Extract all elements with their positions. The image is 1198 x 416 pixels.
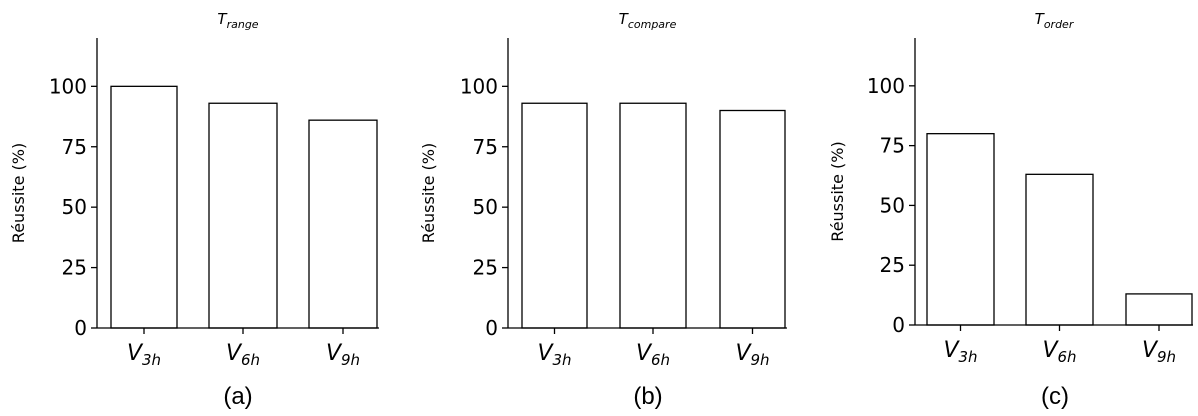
x-tick-label: V6h — [636, 341, 670, 369]
y-tick-label: 50 — [62, 195, 87, 219]
bar-V9h — [719, 109, 786, 329]
y-tick-label: 25 — [473, 256, 498, 280]
y-tick-label: 100 — [460, 74, 498, 98]
bar-V6h — [619, 102, 687, 329]
chart-panel-2: Tcompare 0 25 50 75 100 Réussite (%) V3h V6h V9h (… — [419, 10, 787, 410]
chart-title-sub: compare — [628, 18, 677, 31]
x-tick-label: V6h — [226, 341, 260, 369]
y-tick-label: 100 — [49, 74, 87, 98]
panel-caption: (c) — [1041, 383, 1069, 410]
chart-title-base: T — [619, 10, 630, 28]
bar-V3h — [926, 133, 995, 326]
y-axis-label: Réussite (%) — [9, 143, 28, 243]
y-tick-label: 50 — [880, 193, 905, 217]
x-tick-label: V3h — [537, 341, 571, 369]
bar-V9h — [1125, 293, 1193, 326]
chart-title: Trange — [217, 10, 258, 31]
chart-title: Tcompare — [619, 10, 677, 31]
y-tick-label: 50 — [473, 195, 498, 219]
bar-V6h — [1025, 173, 1094, 326]
bar-V3h — [521, 102, 588, 329]
x-tick-label: V3h — [943, 338, 977, 366]
panel-caption: (a) — [223, 383, 252, 410]
y-tick-label: 75 — [473, 135, 498, 159]
chart-panel-3: Torder 0 25 50 75 100 Réussite (%) V3h V6h V9h (c) — [828, 10, 1193, 410]
chart-panel-1: Trange 0 25 50 75 100 Réussite (%) V3h V6h V9h (a) — [9, 10, 379, 410]
y-tick-label: 0 — [485, 316, 498, 340]
y-tick-label: 25 — [880, 253, 905, 277]
bar-V9h — [308, 119, 378, 329]
panel-caption: (b) — [633, 383, 662, 410]
x-tick-label: V9h — [735, 341, 769, 369]
y-axis-label: Réussite (%) — [419, 143, 438, 243]
y-tick-label: 0 — [892, 313, 905, 337]
x-tick-label: V9h — [1142, 338, 1176, 366]
y-tick-label: 100 — [867, 74, 905, 98]
chart-title-sub: order — [1044, 18, 1075, 31]
x-tick-label: V3h — [127, 341, 161, 369]
chart-title-sub: range — [227, 18, 259, 31]
y-axis-label: Réussite (%) — [828, 141, 847, 241]
chart-title-base: T — [217, 10, 228, 28]
y-tick-label: 75 — [62, 135, 87, 159]
y-tick-label: 25 — [62, 256, 87, 280]
y-tick-label: 0 — [74, 316, 87, 340]
y-tick-label: 75 — [880, 134, 905, 158]
x-tick-label: V6h — [1042, 338, 1076, 366]
bar-V3h — [110, 85, 178, 329]
bar-V6h — [208, 102, 278, 329]
chart-title: Torder — [1035, 10, 1075, 31]
x-tick-label: V9h — [326, 341, 360, 369]
chart-title-base: T — [1035, 10, 1046, 28]
